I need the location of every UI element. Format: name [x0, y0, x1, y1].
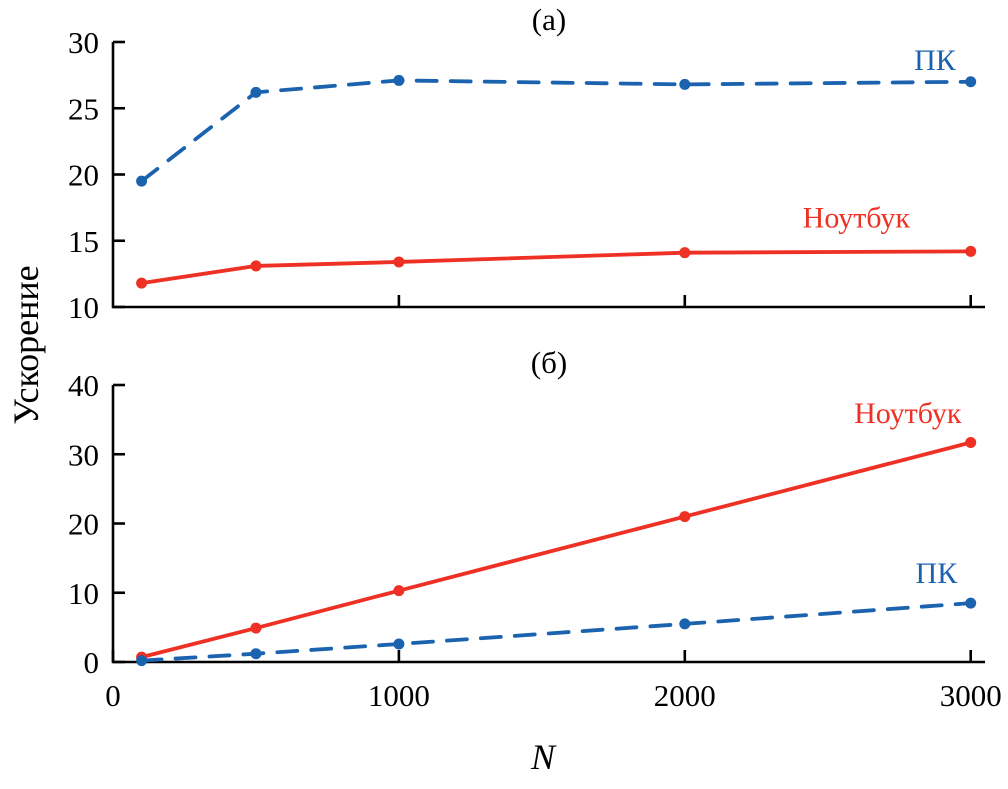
y-tick-label: 0 — [84, 645, 100, 680]
x-tick-label: 2000 — [654, 678, 716, 713]
data-point-laptop — [965, 245, 977, 257]
y-axis-label: Ускорение — [6, 265, 46, 425]
data-point-pc — [679, 618, 691, 630]
series-label-laptop: Ноутбук — [803, 202, 911, 235]
series-line-laptop — [139, 249, 973, 286]
series-line-pc — [139, 78, 973, 184]
series-label-laptop: Ноутбук — [854, 397, 962, 430]
series-line-laptop — [139, 440, 973, 660]
data-point-pc — [393, 638, 405, 650]
data-point-laptop — [250, 260, 262, 272]
x-tick-label: 0 — [105, 678, 121, 713]
data-point-pc — [136, 175, 148, 187]
x-axis-label: N — [530, 737, 556, 777]
data-point-laptop — [965, 436, 977, 448]
data-point-pc — [965, 597, 977, 609]
y-tick-label: 40 — [68, 368, 99, 403]
y-tick-label: 30 — [68, 25, 99, 60]
series-line-pc — [139, 601, 973, 663]
data-point-laptop — [136, 277, 148, 289]
data-point-pc — [393, 74, 405, 86]
data-point-pc — [250, 648, 262, 660]
y-tick-label: 10 — [68, 576, 99, 611]
y-tick-label: 20 — [68, 507, 99, 542]
series-label-pc: ПК — [914, 44, 957, 77]
data-point-pc — [136, 655, 148, 667]
y-tick-label: 10 — [68, 290, 99, 325]
x-tick-label: 3000 — [940, 678, 1002, 713]
data-point-pc — [965, 76, 977, 88]
data-point-pc — [679, 78, 691, 90]
data-point-laptop — [250, 622, 262, 634]
subplot-title: (а) — [532, 2, 566, 37]
y-tick-label: 30 — [68, 437, 99, 472]
subplot-a: 10 15 20 25 30 (а) ПК Ноутбук — [68, 2, 985, 325]
y-tick-label: 25 — [68, 91, 99, 126]
data-point-laptop — [679, 247, 691, 259]
y-tick-label: 15 — [68, 224, 99, 259]
subplot-title: (б) — [531, 345, 567, 380]
data-point-laptop — [679, 511, 691, 523]
subplot-b: 0 10 20 30 40 0 1000 2000 3000 (б) Ноутбук ПК — [68, 345, 1002, 713]
series-label-pc: ПК — [916, 557, 959, 590]
x-tick-label: 1000 — [368, 678, 430, 713]
y-tick-label: 20 — [68, 158, 99, 193]
data-point-laptop — [393, 256, 405, 268]
data-point-pc — [250, 86, 262, 98]
data-point-laptop — [393, 585, 405, 597]
